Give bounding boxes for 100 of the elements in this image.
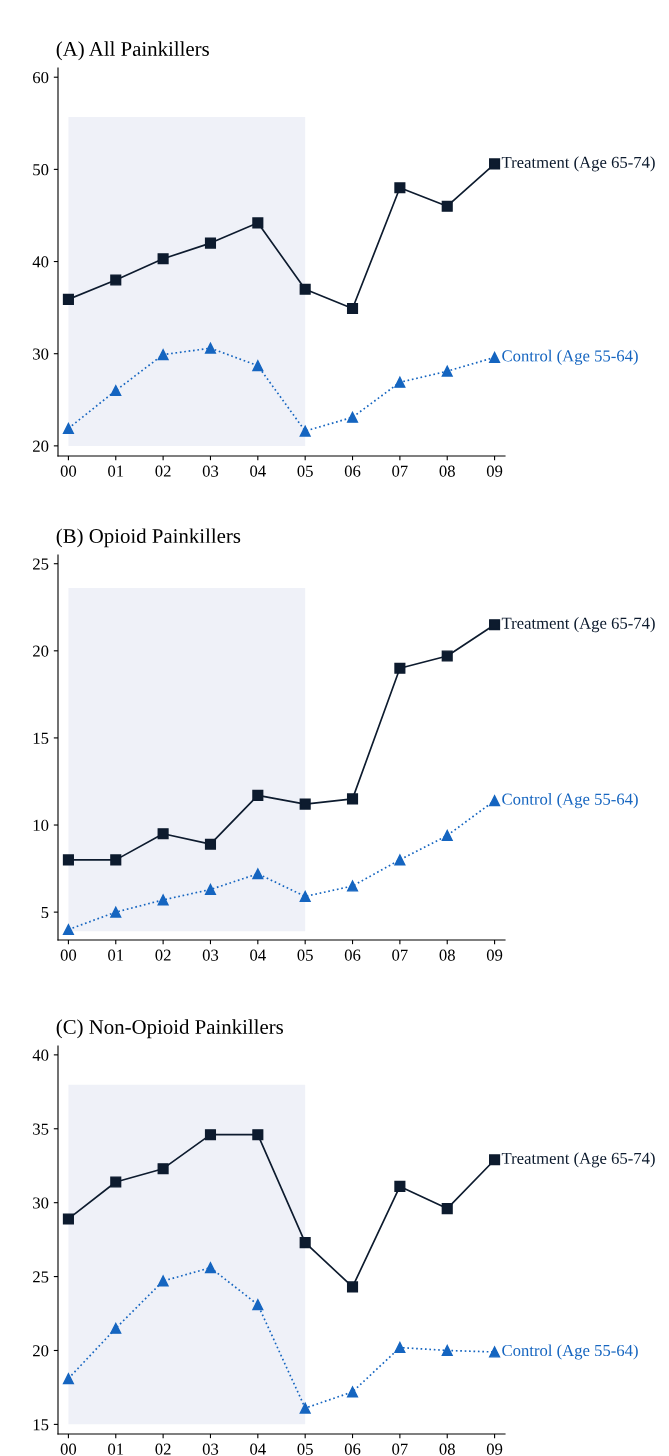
point <box>62 854 74 866</box>
y-tick-label: 15 <box>33 732 49 744</box>
x-tick-label: 02 <box>155 465 171 477</box>
x-tick-label: 09 <box>486 949 503 961</box>
point <box>204 883 217 896</box>
point <box>489 158 501 170</box>
point <box>204 838 217 850</box>
y-tick-label: 30 <box>33 348 49 360</box>
point <box>299 1237 311 1249</box>
x-tick-label: 01 <box>108 465 124 477</box>
point <box>394 376 406 388</box>
x-tick-label: 04 <box>250 1443 266 1455</box>
y-tick-label: 5 <box>41 907 49 919</box>
point <box>346 1386 359 1398</box>
x-tick-label: 04 <box>250 465 266 477</box>
x-tick-label: 00 <box>60 1443 77 1455</box>
point <box>252 789 264 801</box>
point <box>157 1163 169 1175</box>
y-tick-label: 40 <box>32 256 49 268</box>
x-tick-label: 02 <box>155 1443 171 1455</box>
point <box>394 182 406 194</box>
x-tick-label: 08 <box>439 1443 455 1455</box>
point <box>394 662 406 674</box>
x-tick-label: 00 <box>60 465 77 477</box>
point <box>62 1373 74 1385</box>
point <box>62 923 74 936</box>
point <box>394 1341 406 1354</box>
point <box>252 1299 264 1311</box>
point <box>204 1129 217 1141</box>
point <box>299 283 311 295</box>
x-tick-label: 05 <box>297 1443 313 1455</box>
y-tick-label: 50 <box>33 164 49 176</box>
point <box>204 237 217 249</box>
point <box>110 854 122 866</box>
point <box>346 880 359 892</box>
point <box>157 1275 169 1287</box>
x-tick-label: 03 <box>202 465 219 477</box>
point <box>62 293 74 305</box>
point <box>441 365 453 377</box>
series-label: Treatment (Age 65-74) <box>501 156 655 172</box>
y-tick-label: 10 <box>33 819 49 831</box>
x-tick-label: 07 <box>392 949 408 961</box>
x-tick-label: 06 <box>344 465 361 477</box>
x-tick-label: 02 <box>155 949 171 961</box>
point <box>489 619 501 631</box>
point <box>110 1322 122 1334</box>
x-tick-label: 04 <box>250 949 266 961</box>
point <box>157 253 169 265</box>
point <box>252 868 264 880</box>
y-tick-label: 40 <box>32 1049 49 1061</box>
y-tick-label: 20 <box>33 645 49 657</box>
point <box>204 342 217 354</box>
x-tick-label: 03 <box>202 1443 219 1455</box>
point <box>299 1402 311 1414</box>
point <box>489 1346 501 1358</box>
point <box>204 1262 217 1274</box>
point <box>441 1344 453 1357</box>
point <box>110 385 122 397</box>
point <box>346 411 359 423</box>
point <box>62 1213 74 1225</box>
point <box>62 422 74 434</box>
point <box>441 1203 453 1215</box>
point <box>489 1154 501 1166</box>
point <box>441 650 453 662</box>
y-tick-label: 25 <box>33 1271 49 1283</box>
y-tick-label: 20 <box>33 1345 49 1357</box>
point <box>157 828 169 840</box>
y-tick-label: 30 <box>33 1197 49 1209</box>
point <box>489 795 501 807</box>
chart-title: (C) Non-Opioid Painkillers <box>56 1019 283 1039</box>
x-tick-label: 07 <box>392 465 408 477</box>
point <box>394 1180 406 1192</box>
y-tick-label: 20 <box>33 440 49 452</box>
point <box>157 349 169 361</box>
chart-title: (B) Opioid Painkillers <box>56 528 241 548</box>
series-label: Treatment (Age 65-74) <box>501 1152 655 1168</box>
x-tick-label: 03 <box>202 949 219 961</box>
y-tick-label: 35 <box>33 1123 49 1135</box>
x-tick-label: 09 <box>486 1443 503 1455</box>
x-tick-label: 06 <box>344 949 361 961</box>
point <box>346 302 359 315</box>
series-label: Control (Age 55-64) <box>502 349 638 365</box>
x-tick-label: 01 <box>108 1443 124 1455</box>
y-tick-label: 15 <box>33 1419 49 1431</box>
point <box>441 829 453 842</box>
point <box>110 274 122 286</box>
x-tick-label: 07 <box>392 1443 408 1455</box>
y-tick-label: 60 <box>33 71 49 84</box>
series-label: Control (Age 55-64) <box>502 1344 638 1360</box>
x-tick-label: 05 <box>297 465 313 477</box>
x-tick-label: 09 <box>486 465 503 477</box>
x-tick-label: 05 <box>297 949 313 961</box>
x-tick-label: 08 <box>439 465 455 477</box>
x-tick-label: 00 <box>60 949 77 961</box>
x-tick-label: 01 <box>108 949 124 961</box>
point <box>346 1281 359 1293</box>
point <box>252 360 264 372</box>
point <box>110 906 122 918</box>
point <box>252 217 264 229</box>
point <box>489 351 501 363</box>
